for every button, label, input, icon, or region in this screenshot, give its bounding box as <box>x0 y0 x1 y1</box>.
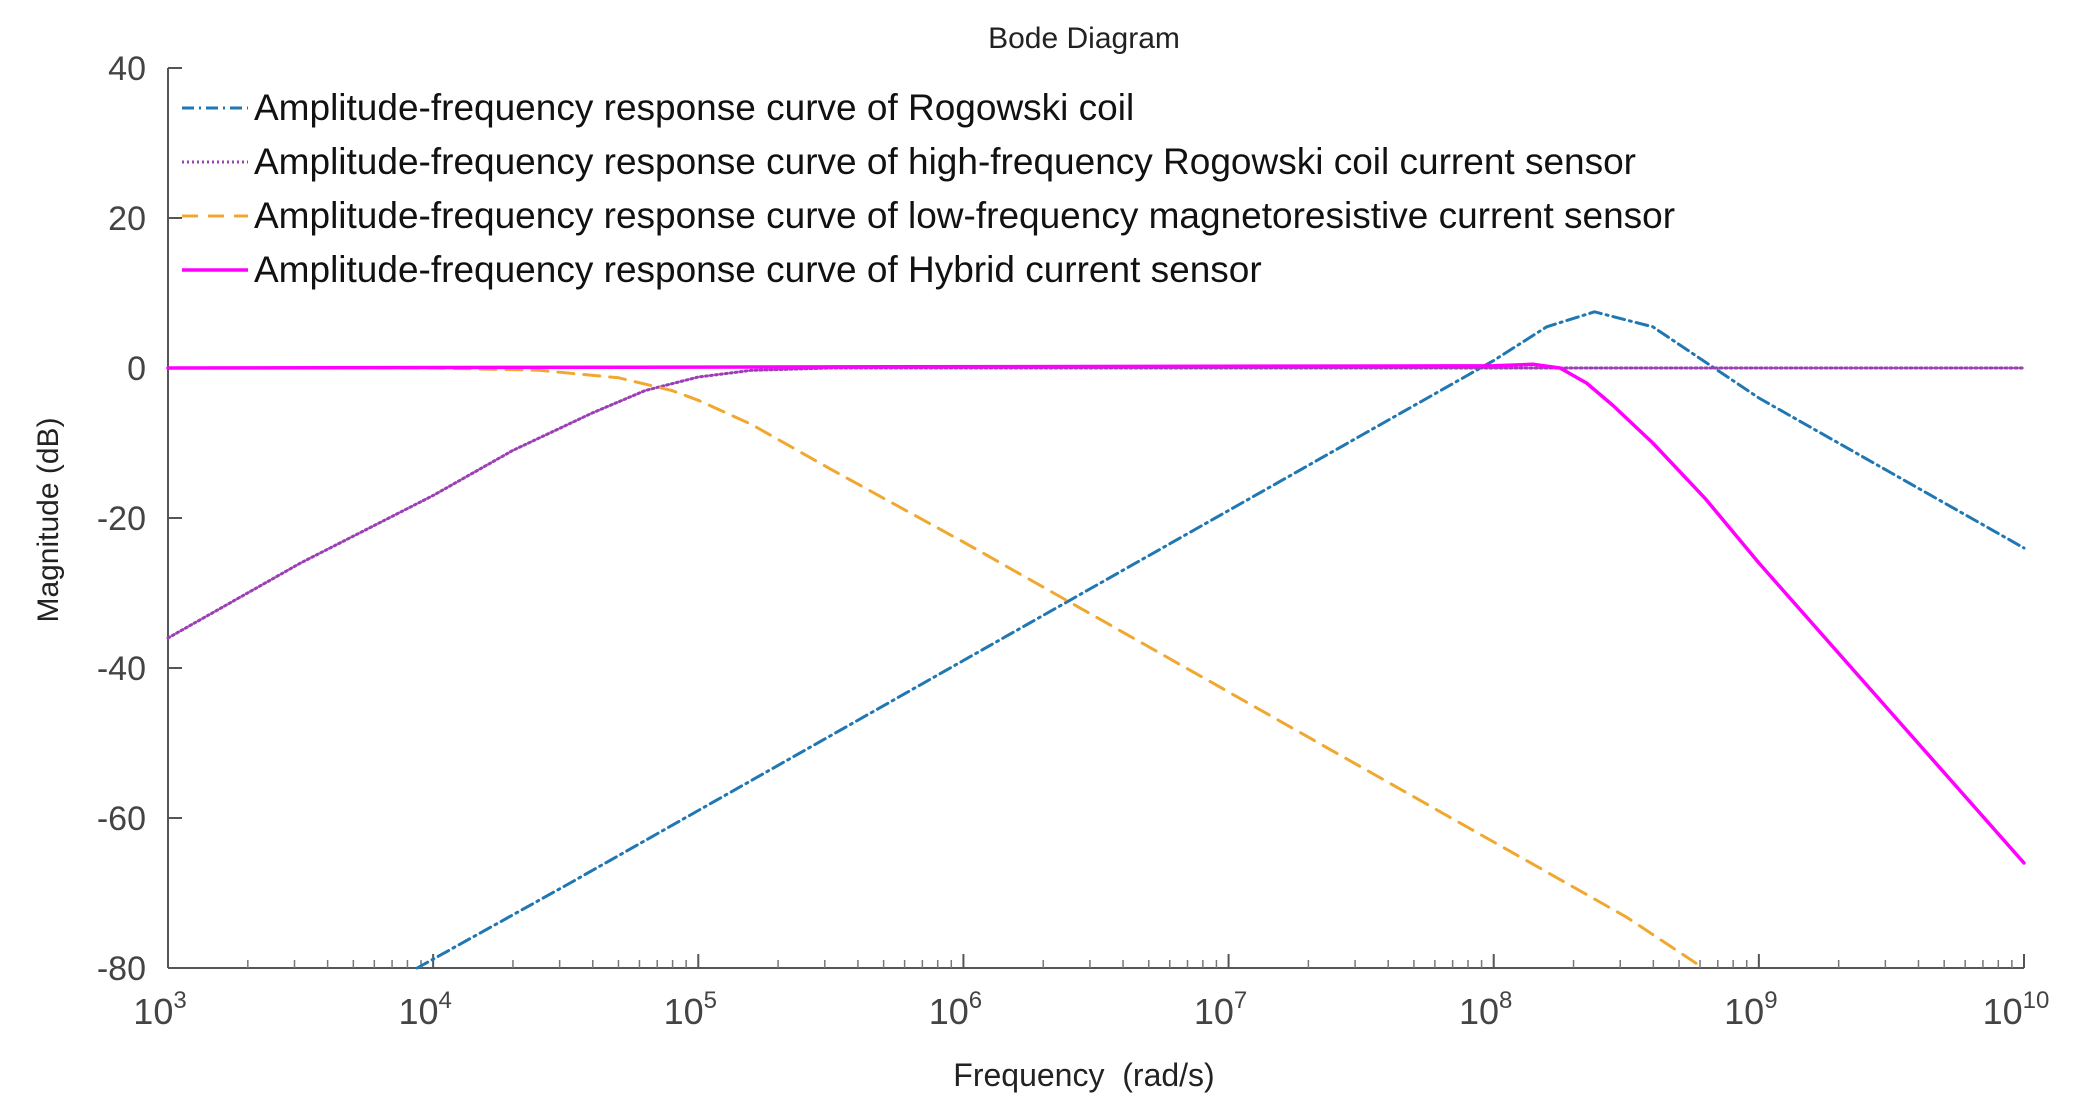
x-tick-label: 106 <box>929 987 982 1032</box>
x-tick-label: 108 <box>1459 987 1512 1032</box>
y-tick-label: 40 <box>108 50 146 88</box>
x-axis-label: Frequency (rad/s) <box>953 1057 1214 1093</box>
legend-label-3: Amplitude-frequency response curve of lo… <box>254 195 1675 236</box>
legend: Amplitude-frequency response curve of Ro… <box>182 87 1675 290</box>
series-lines <box>166 310 2026 970</box>
x-tick-label: 104 <box>398 987 451 1032</box>
y-tick-label: -40 <box>97 650 146 688</box>
y-tick-label: 20 <box>108 200 146 238</box>
x-tick-label: 109 <box>1724 987 1777 1032</box>
series-line-3 <box>166 366 1705 970</box>
y-tick-label: 0 <box>127 350 146 388</box>
x-tick-labels: 103 104 105 106 107 108 109 1010 <box>133 987 2049 1032</box>
y-tick-labels: 40 20 0 -20 -40 -60 -80 <box>97 50 146 988</box>
series-line-1 <box>415 310 2026 970</box>
legend-label-2: Amplitude-frequency response curve of hi… <box>254 141 1636 182</box>
legend-label-1: Amplitude-frequency response curve of Ro… <box>254 87 1134 128</box>
x-tick-label: 1010 <box>1983 987 2050 1032</box>
y-tick-label: -20 <box>97 500 146 538</box>
series-line-2 <box>166 366 2026 640</box>
y-tick-label: -60 <box>97 800 146 838</box>
y-tick-label: -80 <box>97 950 146 988</box>
axis-ticks <box>167 67 2025 969</box>
y-axis-label: Magnitude (dB) <box>32 417 65 622</box>
x-tick-label: 107 <box>1194 987 1247 1032</box>
chart-title: Bode Diagram <box>988 22 1180 55</box>
series-line-4 <box>166 362 2026 865</box>
x-tick-label: 105 <box>664 987 717 1032</box>
legend-label-4: Amplitude-frequency response curve of Hy… <box>254 249 1262 290</box>
x-tick-label: 103 <box>133 987 186 1032</box>
